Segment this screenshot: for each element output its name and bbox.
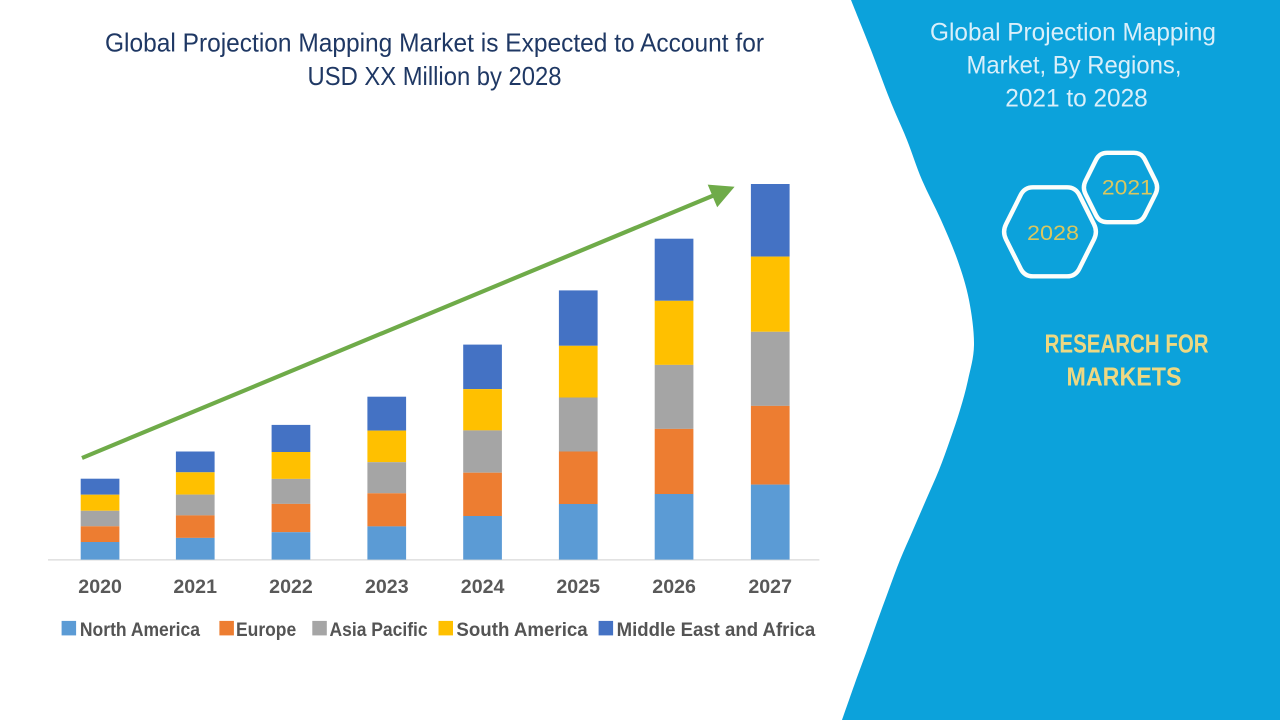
svg-text:2027: 2027	[748, 576, 792, 598]
svg-text:RESEARCH FOR: RESEARCH FOR	[1045, 329, 1209, 359]
svg-text:2026: 2026	[652, 576, 696, 598]
svg-text:2021: 2021	[1102, 176, 1153, 200]
svg-text:Global Projection Mapping: Global Projection Mapping	[930, 19, 1216, 47]
svg-text:Asia Pacific: Asia Pacific	[330, 619, 428, 641]
svg-text:2024: 2024	[461, 576, 505, 598]
svg-text:2021 to 2028: 2021 to 2028	[1005, 84, 1148, 112]
svg-text:USD XX Million by 2028: USD XX Million by 2028	[308, 61, 562, 91]
svg-text:Global Projection Mapping Mark: Global Projection Mapping Market is Expe…	[105, 28, 764, 58]
svg-text:2028: 2028	[1027, 221, 1079, 245]
svg-text:Europe: Europe	[236, 619, 296, 641]
svg-text:Middle East and Africa: Middle East and Africa	[617, 619, 816, 641]
svg-text:South America: South America	[456, 619, 587, 641]
svg-text:Market, By Regions,: Market, By Regions,	[967, 52, 1182, 80]
svg-text:2020: 2020	[78, 576, 122, 598]
svg-text:2021: 2021	[173, 576, 217, 598]
svg-text:2025: 2025	[556, 576, 600, 598]
svg-text:2022: 2022	[269, 576, 313, 598]
svg-text:MARKETS: MARKETS	[1067, 362, 1182, 392]
svg-text:North America: North America	[80, 619, 200, 641]
svg-text:2023: 2023	[365, 576, 409, 598]
